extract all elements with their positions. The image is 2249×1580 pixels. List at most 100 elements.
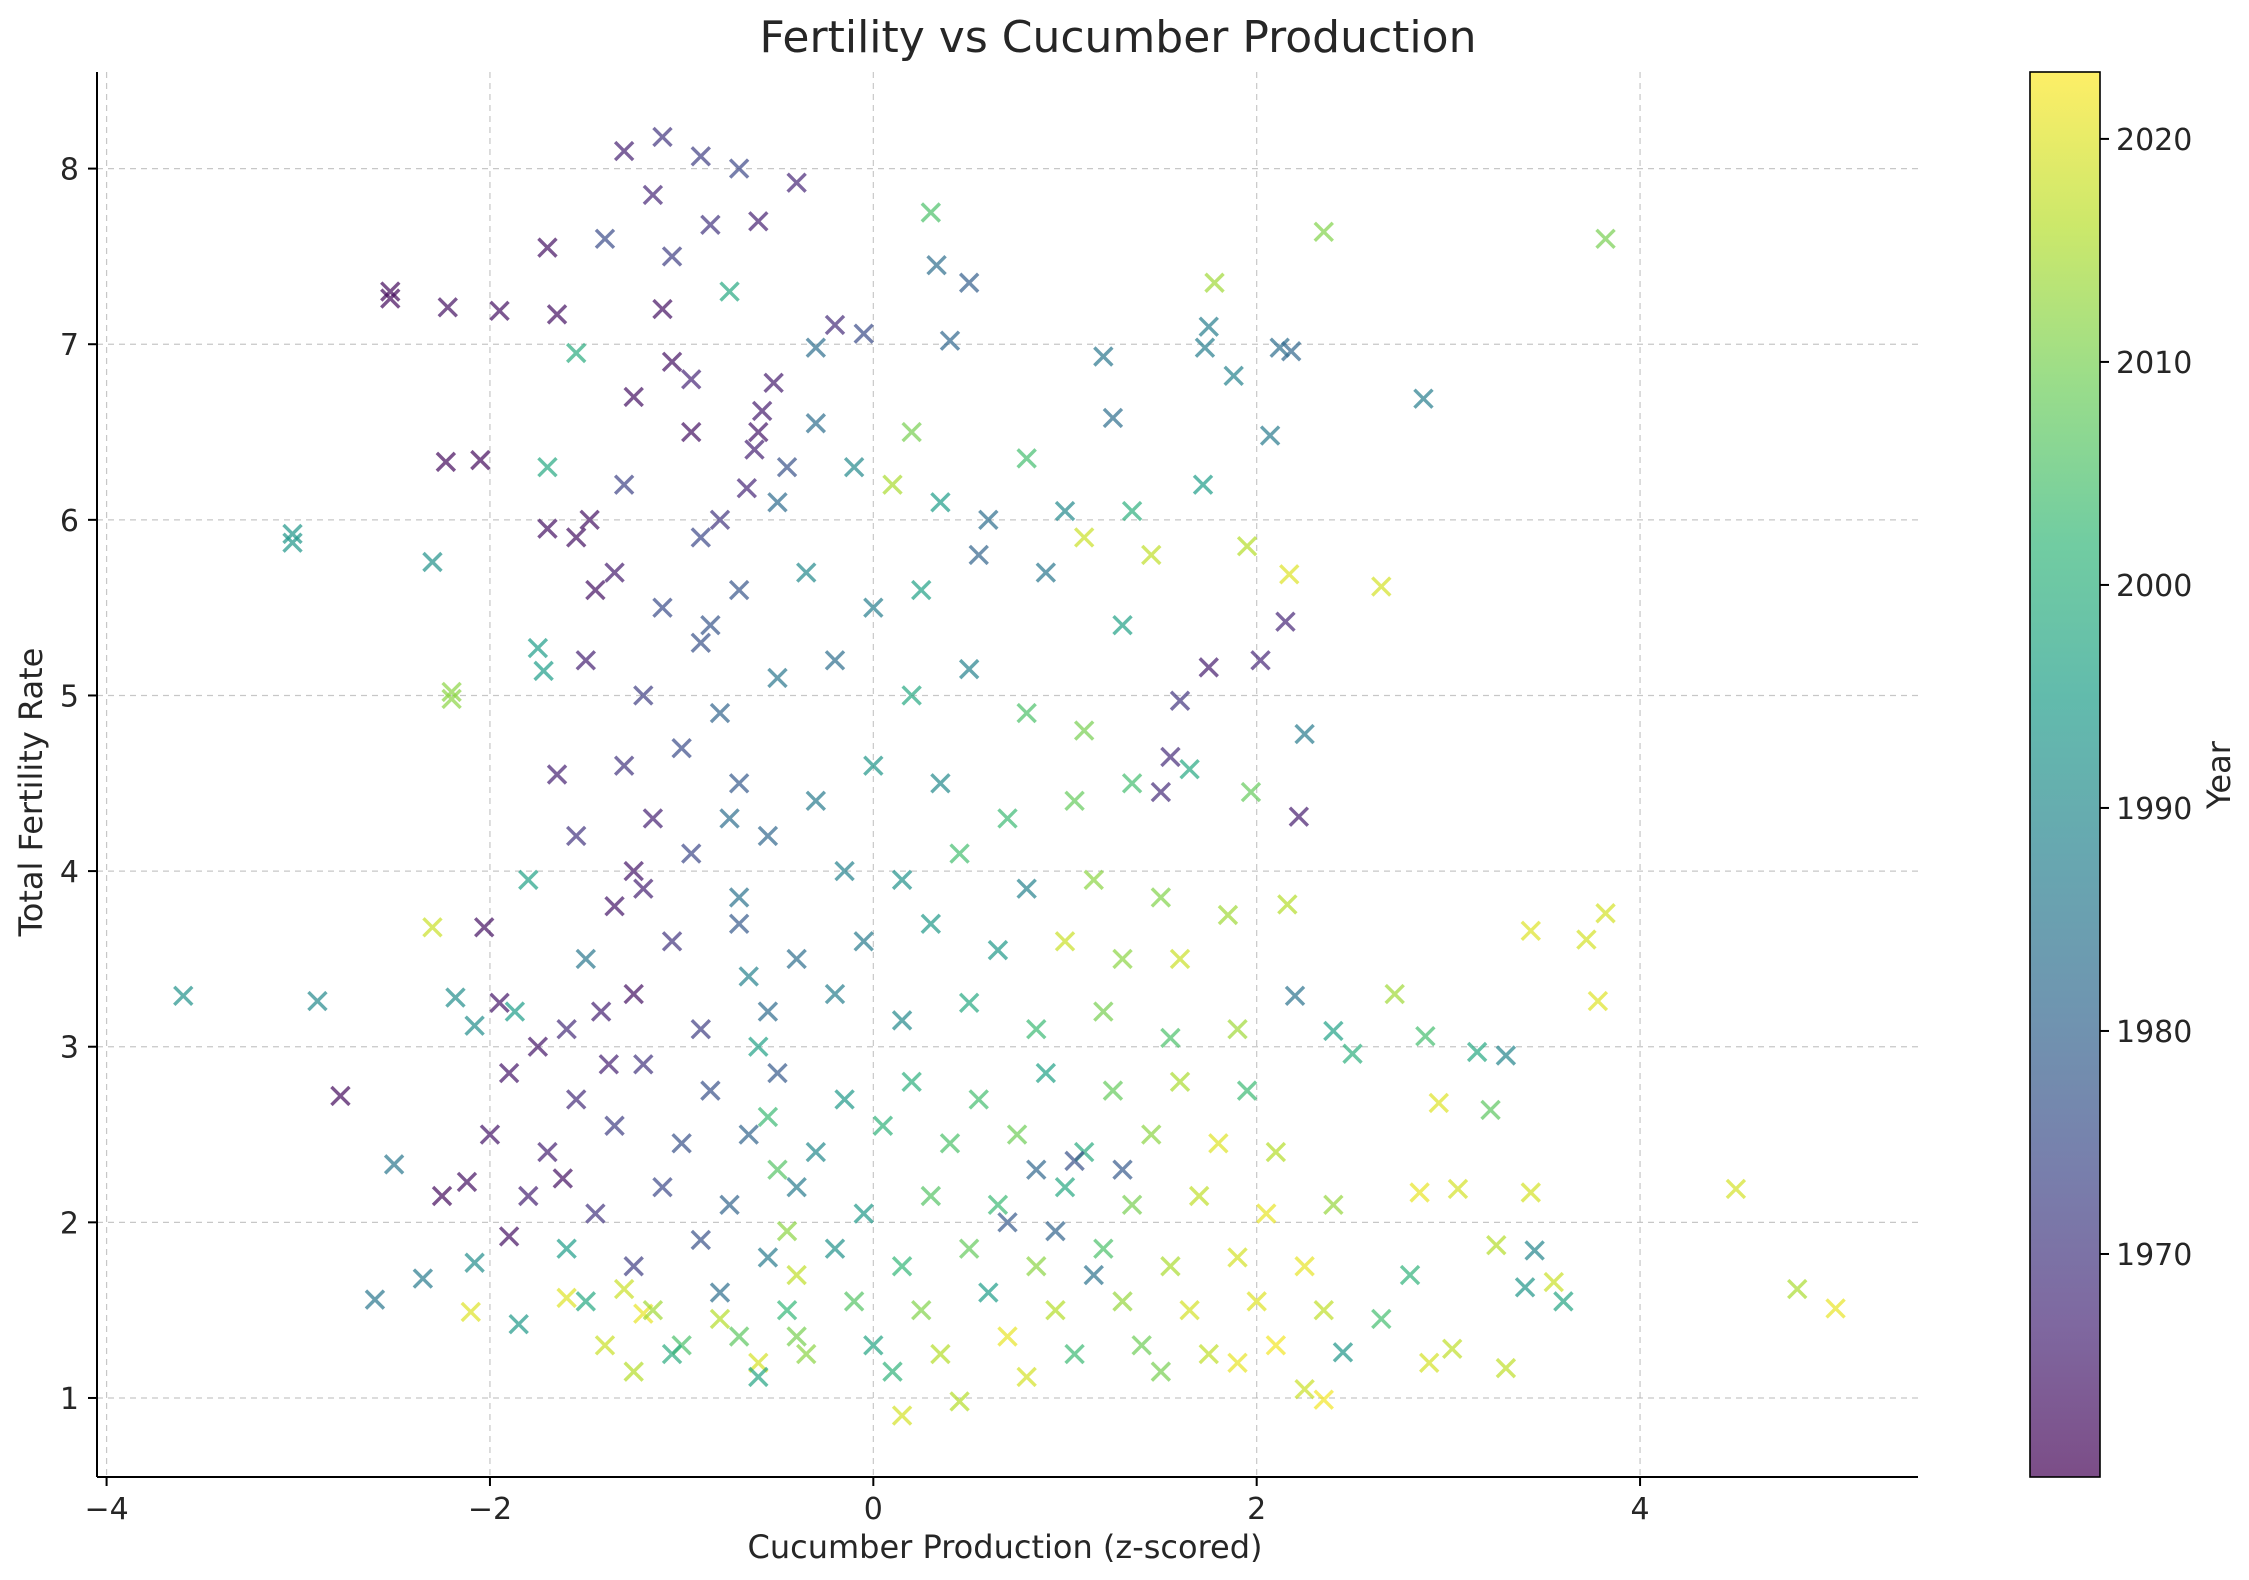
data-points <box>173 126 1846 1426</box>
data-point <box>853 931 874 952</box>
data-point <box>776 1220 798 1242</box>
data-point <box>1725 1178 1747 1200</box>
data-point <box>748 1036 769 1057</box>
data-point <box>1520 1182 1541 1203</box>
data-point <box>1121 1194 1143 1215</box>
x-axis-label: Cucumber Production (z-scored) <box>747 1528 1262 1566</box>
data-point <box>1259 425 1281 446</box>
data-point <box>671 1133 692 1154</box>
data-point <box>575 650 596 671</box>
data-point <box>1413 388 1434 409</box>
data-point <box>767 667 788 689</box>
data-point <box>1294 1256 1315 1277</box>
data-point <box>709 509 731 531</box>
data-point <box>1006 1124 1028 1145</box>
data-point <box>1269 337 1290 358</box>
data-point <box>958 272 980 293</box>
data-point <box>690 146 712 167</box>
data-point <box>1313 1389 1334 1410</box>
data-point <box>504 1001 526 1022</box>
data-point <box>763 372 784 394</box>
data-point <box>690 632 712 653</box>
data-point <box>997 1326 1018 1347</box>
data-point <box>757 1247 779 1268</box>
data-point <box>1587 990 1609 1012</box>
data-point <box>1112 615 1133 636</box>
data-point <box>590 1001 612 1022</box>
data-point <box>930 1343 951 1365</box>
data-point <box>546 764 568 785</box>
data-point <box>1112 948 1133 970</box>
data-point <box>1236 535 1258 557</box>
data-point <box>853 1203 874 1224</box>
data-point <box>566 342 587 364</box>
data-point <box>613 1278 635 1300</box>
colorbar-label: Year <box>2200 740 2238 810</box>
data-point <box>834 860 855 882</box>
data-point <box>566 825 587 847</box>
data-point <box>1288 806 1310 827</box>
colorbar-ticks: 1970 1980 1990 2000 2010 2020 <box>2100 123 2192 1273</box>
data-point <box>958 658 980 680</box>
data-point <box>891 869 913 891</box>
data-point <box>613 755 635 776</box>
data-point <box>824 1238 846 1259</box>
data-point <box>1045 1220 1066 1242</box>
data-point <box>652 126 673 148</box>
data-point <box>1026 1159 1047 1180</box>
data-point <box>282 532 303 553</box>
data-point <box>489 300 510 322</box>
data-point <box>307 990 328 1012</box>
data-point <box>1371 1308 1392 1330</box>
data-point <box>863 1335 884 1356</box>
data-point <box>575 948 596 970</box>
data-point <box>939 330 961 351</box>
data-point <box>1787 1278 1808 1300</box>
data-point <box>978 1282 999 1303</box>
data-point <box>968 1089 989 1110</box>
data-point <box>824 983 846 1005</box>
x-tick-label: 0 <box>864 1492 883 1527</box>
data-point <box>949 1391 970 1412</box>
data-point <box>633 1054 654 1075</box>
data-point <box>757 1106 779 1128</box>
data-point <box>330 1085 351 1107</box>
data-point <box>1323 1020 1344 1042</box>
data-point <box>690 527 712 548</box>
data-point <box>786 172 807 193</box>
data-point <box>958 992 980 1014</box>
data-point <box>642 1299 664 1321</box>
data-point <box>604 562 625 583</box>
data-point <box>380 281 401 302</box>
data-point <box>1256 1203 1277 1224</box>
data-point <box>383 1154 405 1175</box>
y-tick-label: 2 <box>60 1206 79 1241</box>
data-point <box>661 931 683 952</box>
data-point <box>1480 1099 1501 1121</box>
data-point <box>1313 1299 1334 1321</box>
data-point <box>1016 1366 1037 1388</box>
data-point <box>1093 1238 1114 1259</box>
data-point <box>566 1089 587 1110</box>
data-point <box>1073 527 1095 548</box>
data-point <box>1054 500 1076 522</box>
data-point <box>728 773 750 794</box>
x-tick-label: 2 <box>1247 1492 1266 1527</box>
data-point <box>997 808 1018 829</box>
data-point <box>652 298 673 320</box>
data-point <box>1179 759 1200 780</box>
data-point <box>891 1405 913 1426</box>
data-point <box>1112 1159 1133 1180</box>
y-tick-label: 4 <box>60 855 79 890</box>
data-point <box>441 681 462 703</box>
data-point <box>613 474 635 495</box>
data-point <box>997 1212 1018 1233</box>
data-point <box>1419 1352 1440 1374</box>
data-point <box>1121 773 1143 794</box>
data-point <box>585 1203 606 1224</box>
data-point <box>744 439 765 460</box>
data-point <box>445 987 466 1008</box>
data-point <box>1265 1335 1287 1356</box>
data-point <box>508 1314 529 1335</box>
data-point <box>987 1194 1009 1215</box>
